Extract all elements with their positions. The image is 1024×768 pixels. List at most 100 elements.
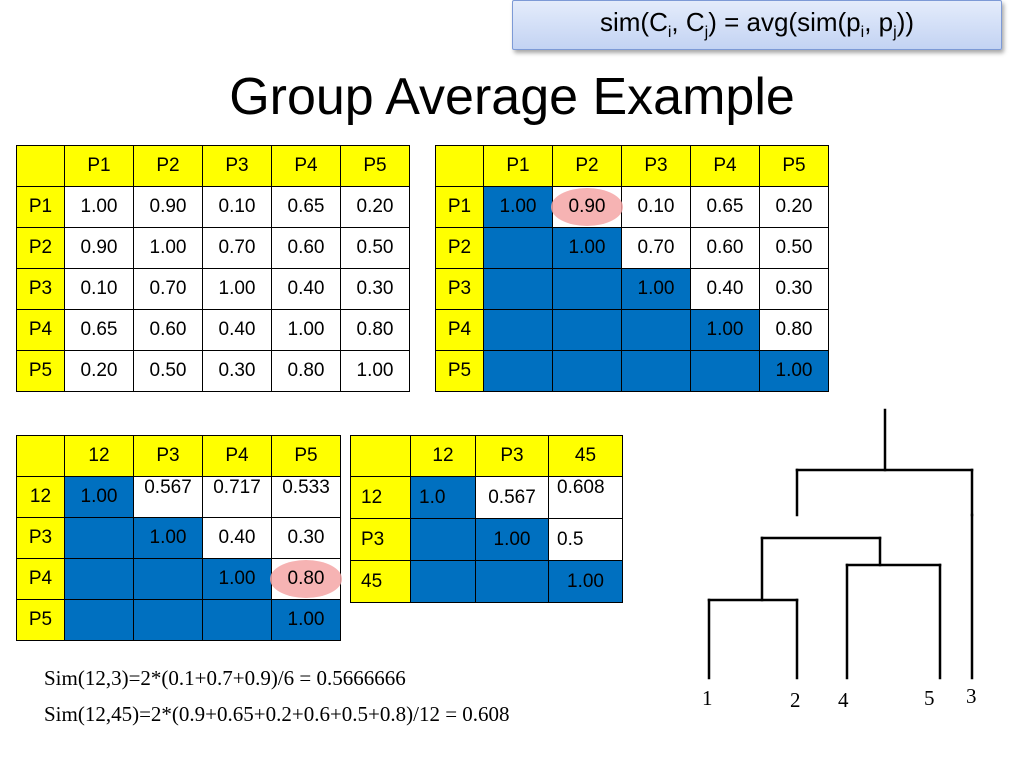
masked-cell — [621, 350, 691, 392]
matrix-cell: 0.30 — [759, 268, 829, 310]
matrix-cell: 0.30 — [271, 517, 341, 559]
row-header: P4 — [16, 309, 65, 351]
matrix-cell: 0.60 — [271, 227, 341, 269]
table-row: P5 0.20 0.50 0.30 0.80 1.00 — [16, 350, 410, 392]
col-header: P1 — [483, 145, 553, 187]
masked-cell — [552, 309, 622, 351]
col-header: P3 — [133, 435, 203, 477]
highlighted-value: 0.80 — [287, 568, 325, 589]
matrix-cell: 0.80 — [271, 350, 341, 392]
highlighted-value: 0.90 — [568, 196, 606, 217]
row-header: 45 — [350, 560, 411, 603]
col-header: P2 — [552, 145, 622, 187]
matrix-cell: 0.5 — [548, 518, 623, 561]
matrix-cell: 0.70 — [133, 268, 203, 310]
matrix-cell: 0.50 — [759, 227, 829, 269]
masked-cell — [133, 599, 203, 641]
calculation-line-2: Sim(12,45)=2*(0.9+0.65+0.2+0.6+0.5+0.8)/… — [44, 702, 510, 726]
matrix-cell: 0.70 — [202, 227, 272, 269]
matrix-cell: 0.567 — [475, 476, 549, 519]
row-header: P4 — [435, 309, 484, 351]
matrix-cell: 1.00 — [340, 350, 410, 392]
col-header: 12 — [410, 435, 476, 477]
table-row: P3 1.00 0.40 0.30 — [16, 517, 341, 559]
diagonal-cell: 1.00 — [483, 186, 553, 228]
dendrogram-leaf-label: 1 — [702, 686, 713, 710]
row-header: P5 — [16, 350, 65, 392]
table-row: P3 1.00 0.40 0.30 — [435, 268, 829, 310]
row-header: P3 — [435, 268, 484, 310]
matrix-cell: 0.567 — [133, 476, 203, 518]
matrix-cell: 0.60 — [690, 227, 760, 269]
dendrogram-leaf-label: 2 — [790, 688, 801, 712]
table-row: 45 1.00 — [350, 560, 623, 603]
masked-cell — [64, 599, 134, 641]
masked-cell — [621, 309, 691, 351]
row-header: P3 — [16, 517, 65, 559]
matrix-cell: 0.20 — [64, 350, 134, 392]
row-header: 12 — [350, 476, 411, 519]
masked-cell — [410, 560, 476, 603]
col-header: P3 — [475, 435, 549, 477]
masked-cell — [202, 599, 272, 641]
page-title: Group Average Example — [229, 68, 795, 126]
masked-cell — [552, 268, 622, 310]
row-header: P2 — [435, 227, 484, 269]
diagonal-cell: 1.00 — [64, 476, 134, 518]
highlighted-cell: 0.80 — [270, 558, 342, 600]
table-row: P2 0.90 1.00 0.70 0.60 0.50 — [16, 227, 410, 269]
table-row: P1 1.00 0.90 0.10 0.65 0.20 — [435, 186, 829, 228]
matrix-cell: 0.10 — [202, 186, 272, 228]
matrix-cell: 0.717 — [202, 476, 272, 518]
col-header: P5 — [340, 145, 410, 187]
highlighted-cell: 0.90 — [551, 186, 623, 228]
masked-cell — [64, 517, 134, 559]
diagonal-cell: 1.00 — [552, 227, 622, 269]
similarity-matrix-step1: 12 P3 P4 P5 12 1.00 0.567 0.717 0.533 P3… — [16, 435, 342, 641]
matrix-cell: 0.90 — [133, 186, 203, 228]
matrix-cell: 0.60 — [133, 309, 203, 351]
matrix-cell: 0.40 — [271, 268, 341, 310]
diagonal-cell: 1.00 — [271, 599, 341, 641]
col-header: P2 — [133, 145, 203, 187]
similarity-matrix-full: P1 P2 P3 P4 P5 P1 1.00 0.90 0.10 0.65 0.… — [16, 145, 410, 392]
row-header: P5 — [435, 350, 484, 392]
diagonal-cell: 1.0 — [410, 476, 476, 519]
matrix-cell: 0.20 — [759, 186, 829, 228]
col-header: 12 — [64, 435, 134, 477]
corner-cell — [16, 435, 65, 477]
matrix-cell: 0.30 — [340, 268, 410, 310]
calculation-line-1: Sim(12,3)=2*(0.1+0.7+0.9)/6 = 0.5666666 — [44, 666, 406, 690]
similarity-matrix-step2: 12 P3 45 12 1.0 0.567 0.608 P3 1.00 0.5 … — [350, 435, 623, 603]
matrix-cell: 0.65 — [64, 309, 134, 351]
diagonal-cell: 1.00 — [133, 517, 203, 559]
col-header: P4 — [690, 145, 760, 187]
highlight-ellipse — [270, 560, 342, 598]
col-header: 45 — [548, 435, 623, 477]
row-header: P1 — [16, 186, 65, 228]
highlight-ellipse — [551, 188, 623, 226]
table-row: P1 1.00 0.90 0.10 0.65 0.20 — [16, 186, 410, 228]
matrix-cell: 0.608 — [548, 476, 623, 519]
table-row: P2 1.00 0.70 0.60 0.50 — [435, 227, 829, 269]
formula-box: sim(Ci, Cj) = avg(sim(pi, pj)) — [512, 0, 1002, 50]
table-row: 12 1.00 0.567 0.717 0.533 — [16, 476, 341, 518]
matrix-cell: 0.30 — [202, 350, 272, 392]
matrix-cell: 1.00 — [133, 227, 203, 269]
masked-cell — [410, 518, 476, 561]
matrix-cell: 1.00 — [271, 309, 341, 351]
matrix-cell: 0.65 — [690, 186, 760, 228]
row-header: P5 — [16, 599, 65, 641]
diagonal-cell: 1.00 — [759, 350, 829, 392]
matrix-cell: 0.65 — [271, 186, 341, 228]
dendrogram-leaf-label: 3 — [966, 684, 977, 708]
masked-cell — [133, 558, 203, 600]
col-header: P4 — [202, 435, 272, 477]
matrix-cell: 0.40 — [690, 268, 760, 310]
row-header: P1 — [435, 186, 484, 228]
row-header: 12 — [16, 476, 65, 518]
diagonal-cell: 1.00 — [548, 560, 623, 603]
masked-cell — [483, 268, 553, 310]
table-row: 12 1.0 0.567 0.608 — [350, 476, 623, 519]
